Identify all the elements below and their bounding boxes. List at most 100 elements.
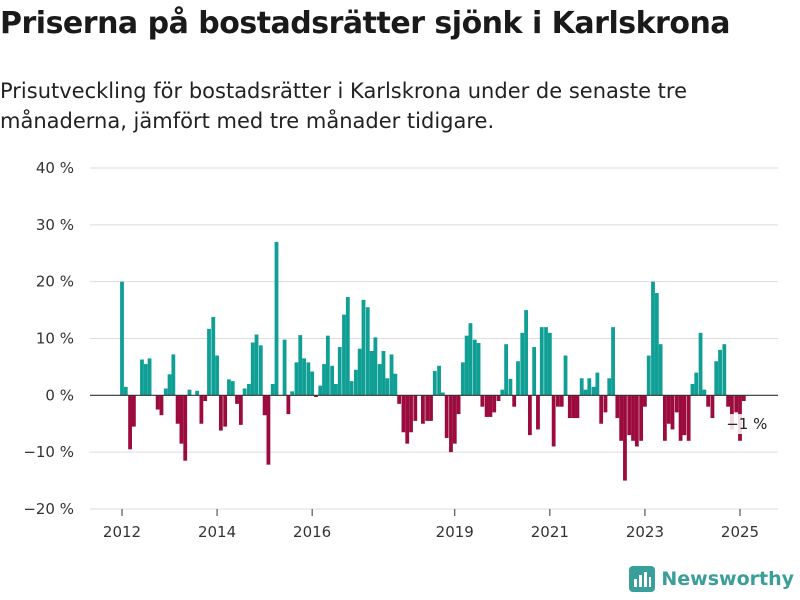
bar <box>631 395 635 441</box>
bar <box>547 332 552 396</box>
bar <box>611 327 615 396</box>
bar <box>369 351 374 396</box>
bar <box>381 351 386 396</box>
bar <box>682 395 687 436</box>
x-tick-label: 2023 <box>626 523 664 541</box>
bar <box>571 395 576 419</box>
bar <box>140 359 144 396</box>
bar <box>730 395 734 430</box>
bar <box>646 355 651 396</box>
chart-subtitle: Prisutveckling för bostadsrätter i Karls… <box>0 79 687 133</box>
bar <box>322 364 326 396</box>
bar <box>345 297 350 396</box>
bar <box>262 395 267 416</box>
bar <box>357 348 362 396</box>
bar <box>452 395 457 444</box>
bar <box>286 395 291 415</box>
y-tick-label: −10 % <box>23 443 74 461</box>
bar <box>627 395 632 436</box>
bar <box>488 395 493 417</box>
bar <box>349 381 354 396</box>
bar <box>377 364 382 396</box>
bar <box>444 395 449 438</box>
bar <box>421 395 425 424</box>
y-tick-label: 30 % <box>36 216 74 234</box>
bar <box>365 307 370 396</box>
bar <box>270 383 275 396</box>
bar <box>449 395 453 453</box>
y-tick-label: 40 % <box>36 159 74 177</box>
bar <box>556 395 560 407</box>
bar <box>195 390 200 396</box>
bar <box>492 395 497 413</box>
brand-name: Newsworthy <box>661 568 794 590</box>
bar <box>290 391 295 396</box>
bar <box>342 314 346 396</box>
bar <box>230 381 235 396</box>
y-tick-label: 0 % <box>45 386 74 404</box>
bar <box>413 395 418 421</box>
bar <box>227 379 231 396</box>
bar <box>654 293 659 396</box>
bar <box>266 395 271 465</box>
x-tick-label: 2019 <box>436 523 474 541</box>
bar <box>215 355 219 396</box>
bar <box>302 358 306 396</box>
y-tick-label: 20 % <box>36 273 74 291</box>
brand-logo: Newsworthy <box>629 566 794 592</box>
bar <box>496 395 501 402</box>
bar <box>694 372 699 396</box>
bar <box>639 395 644 441</box>
bar <box>314 395 318 398</box>
bar <box>579 378 584 396</box>
bar <box>282 339 287 396</box>
bar <box>619 395 624 441</box>
bar <box>520 332 525 396</box>
bar <box>563 355 568 396</box>
bar <box>223 395 228 427</box>
y-tick-label: −20 % <box>23 500 74 518</box>
bar <box>274 241 279 396</box>
bar <box>603 395 608 413</box>
bar <box>155 395 160 410</box>
bar <box>559 395 564 407</box>
bar <box>373 337 378 396</box>
bar <box>238 395 243 425</box>
bar <box>504 344 509 396</box>
bar <box>658 344 663 396</box>
chart-title: Priserna på bostadsrätter sjönk i Karlsk… <box>0 6 731 41</box>
bar <box>254 334 259 396</box>
bar <box>607 378 612 396</box>
bar <box>353 369 358 396</box>
bar <box>432 370 437 396</box>
bar <box>235 395 239 404</box>
bar <box>623 395 627 481</box>
bar <box>437 365 441 396</box>
bar <box>551 395 556 447</box>
bar <box>175 395 180 424</box>
bar <box>325 335 330 396</box>
bar <box>203 395 208 402</box>
bar <box>385 378 390 396</box>
bar <box>187 389 192 396</box>
bar <box>250 342 255 396</box>
bar-chart-logo-icon <box>629 566 656 592</box>
bar <box>591 386 596 396</box>
last-value-label: −1 % <box>726 415 767 433</box>
bar <box>318 385 323 396</box>
bar <box>425 395 430 421</box>
bar <box>741 395 746 402</box>
bar <box>207 328 211 396</box>
bar <box>476 343 481 396</box>
bar <box>599 395 604 424</box>
bar <box>337 347 342 396</box>
bar <box>532 347 537 396</box>
bar <box>429 395 433 421</box>
x-tick-label: 2016 <box>293 523 331 541</box>
bar <box>527 395 532 436</box>
bar <box>330 365 335 396</box>
bar <box>440 392 445 396</box>
bar <box>666 395 671 424</box>
bar <box>218 395 223 431</box>
